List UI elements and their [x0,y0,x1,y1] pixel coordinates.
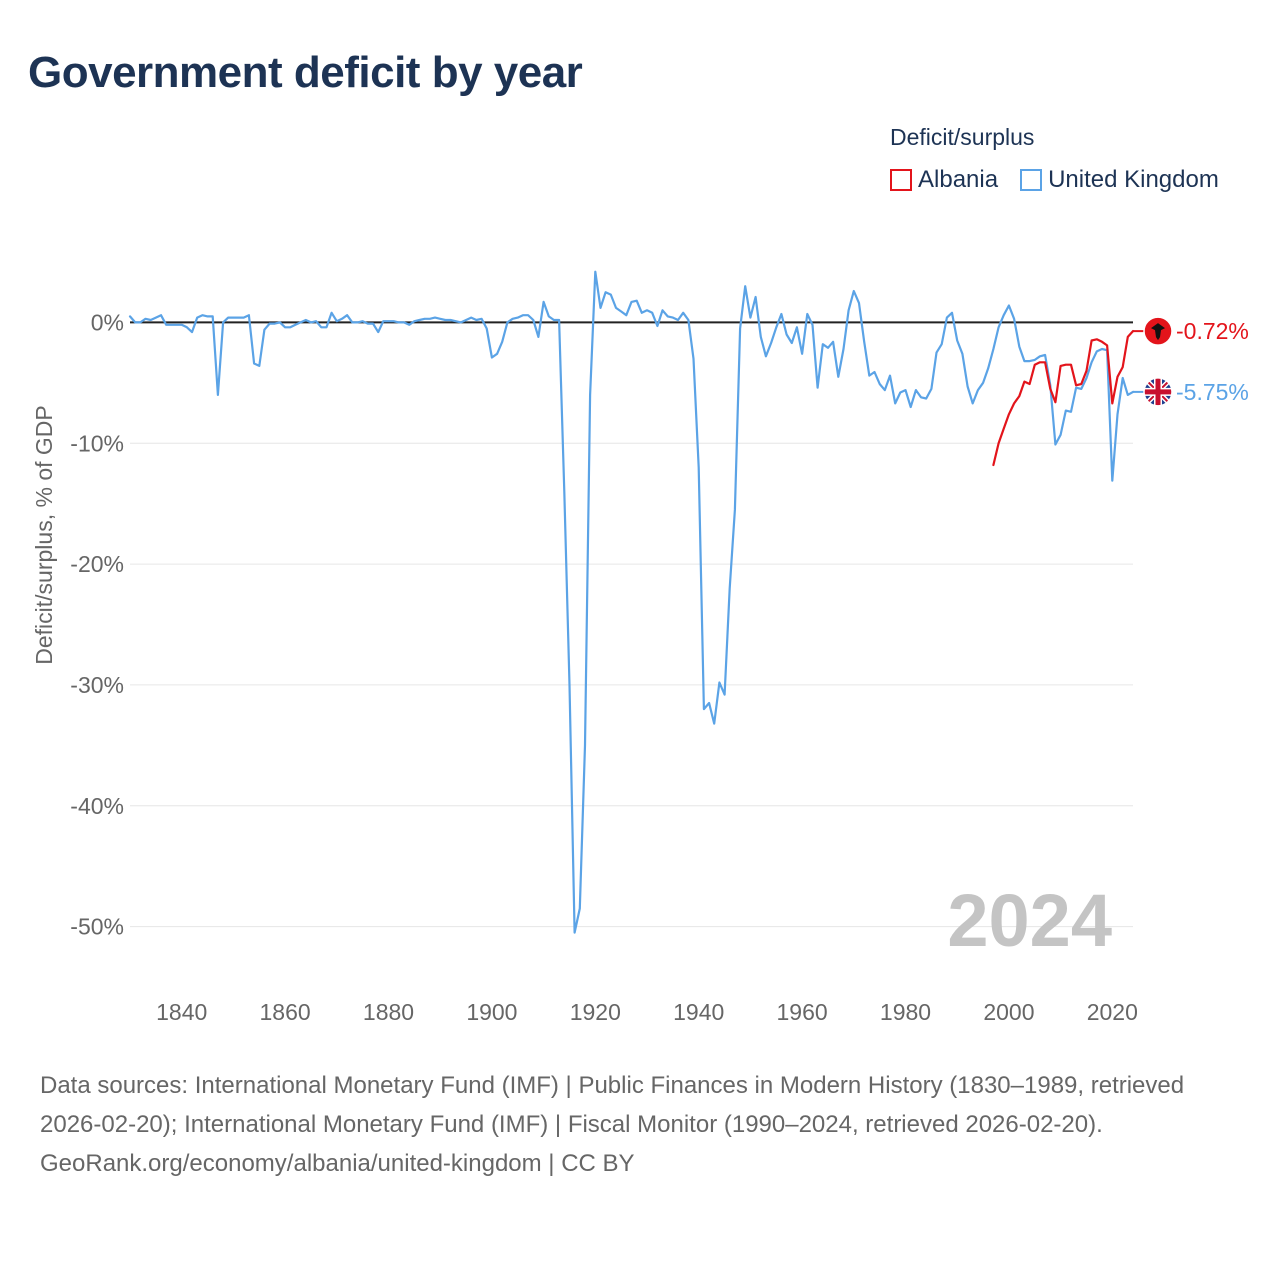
legend-item-united-kingdom[interactable]: United Kingdom [1020,166,1219,194]
x-tick-label: 2020 [1087,999,1138,1025]
x-tick-label: 2000 [983,999,1034,1025]
year-watermark: 2024 [947,879,1112,962]
legend-label-albania: Albania [918,166,999,193]
credit-link[interactable]: GeoRank.org/economy/albania/united-kingd… [40,1150,635,1177]
legend-item-albania[interactable]: Albania [890,166,998,194]
grid-layer: 0% -10% -20% -30% -40% -50% 1840 1860 1880 1900 19… [70,309,1138,1025]
y-axis-label: Deficit/surplus, % of GDP [31,405,57,664]
chart-title: Government deficit by year [28,48,583,97]
series-line-united-kingdom[interactable] [128,270,1135,934]
legend-swatch-albania [890,169,912,191]
end-value-label-united-kingdom: -5.75% [1176,379,1249,405]
legend: Albania United Kingdom [890,166,1219,194]
x-tick-label: 1980 [880,999,931,1025]
y-tick-label: -30% [70,672,124,698]
x-tick-label: 1940 [673,999,724,1025]
x-tick-label: 1900 [466,999,517,1025]
series-line-albania[interactable] [992,330,1135,467]
x-tick-label: 1920 [570,999,621,1025]
series-layer [128,270,1135,934]
x-tick-label: 1880 [363,999,414,1025]
footer: Data sources: International Monetary Fun… [40,1066,1240,1183]
flag-albania-icon [1143,316,1173,346]
end-value-label-albania: -0.72% [1176,318,1249,344]
y-tick-label: 0% [91,309,124,335]
y-tick-label: -50% [70,914,124,940]
x-tick-label: 1860 [260,999,311,1025]
data-sources-note: Data sources: International Monetary Fun… [40,1072,1185,1138]
y-tick-label: -20% [70,551,124,577]
x-tick-label: 1840 [156,999,207,1025]
end-marker-layer: -5.75% -0.72% [1133,316,1249,407]
legend-title: Deficit/surplus [890,124,1035,150]
legend-swatch-united-kingdom [1020,169,1043,191]
y-tick-label: -10% [70,430,124,456]
y-tick-label: -40% [70,793,124,819]
x-tick-label: 1960 [777,999,828,1025]
legend-label-united-kingdom: United Kingdom [1048,166,1219,193]
flag-united-kingdom-icon [1143,377,1173,407]
line-chart: 0% -10% -20% -30% -40% -50% 1840 1860 1880 1900 19… [31,270,1249,1025]
